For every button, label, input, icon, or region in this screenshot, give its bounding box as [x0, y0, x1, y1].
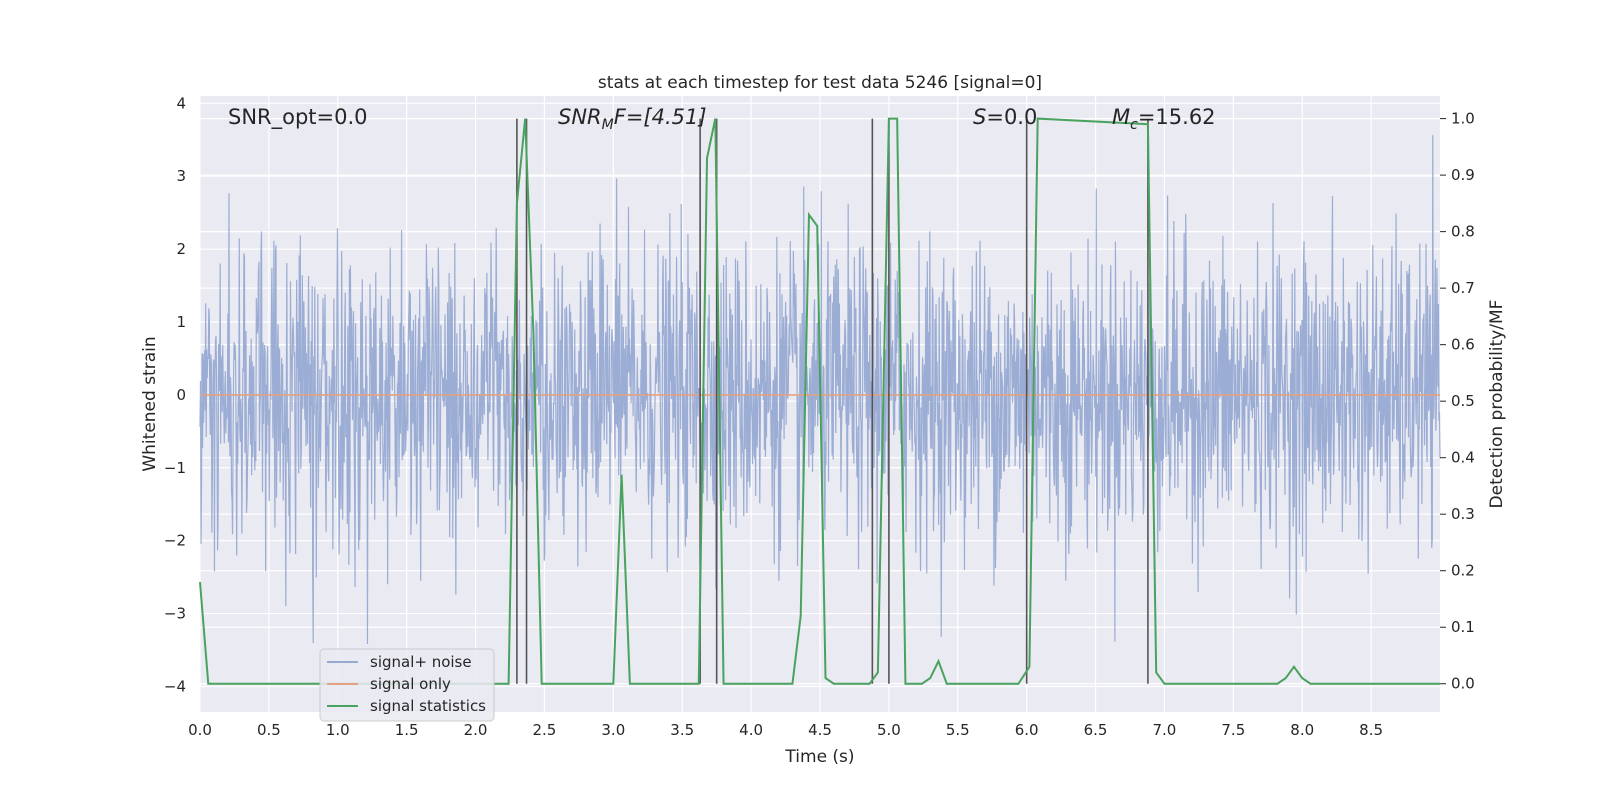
- y-tick-label-right: 0.3: [1451, 505, 1475, 523]
- y-tick-label-right: 0.1: [1451, 618, 1475, 636]
- x-tick-label: 5.5: [946, 721, 970, 739]
- y-axis-label-left: Whitened strain: [140, 336, 160, 471]
- y-tick-label-right: 0.2: [1451, 562, 1475, 580]
- x-tick-label: 3.5: [670, 721, 694, 739]
- chart-title: stats at each timestep for test data 524…: [598, 73, 1042, 93]
- y-tick-label-left: −4: [164, 677, 186, 695]
- x-tick-label: 8.5: [1359, 721, 1383, 739]
- x-tick-label: 7.5: [1221, 721, 1245, 739]
- x-tick-label: 7.0: [1153, 721, 1177, 739]
- legend: signal+ noise signal only signal statist…: [319, 648, 495, 722]
- annotation-snr-mf-rest: F=[4.51]: [614, 105, 707, 129]
- x-tick-label: 1.0: [326, 721, 350, 739]
- y-tick-label-left: 1: [176, 313, 186, 331]
- x-tick-label: 2.5: [533, 721, 557, 739]
- annotation-snr-mf: SNRMF=[4.51]: [558, 105, 707, 133]
- y-tick-label-right: 0.8: [1451, 223, 1475, 241]
- data-layer: [199, 117, 1441, 685]
- x-tick-label: 8.0: [1290, 721, 1314, 739]
- x-tick-label: 6.0: [1015, 721, 1039, 739]
- x-tick-label: 4.0: [739, 721, 763, 739]
- y-tick-label-right: 0.7: [1451, 279, 1475, 297]
- y-tick-label-left: −3: [164, 605, 186, 623]
- y-tick-label-left: −1: [164, 459, 186, 477]
- x-tick-label: 2.0: [464, 721, 488, 739]
- y-tick-label-left: 4: [176, 94, 186, 112]
- annotation-snr-opt: SNR_opt=0.0: [228, 105, 368, 130]
- x-tick-label: 3.0: [601, 721, 625, 739]
- x-tick-label: 5.0: [877, 721, 901, 739]
- annotation-mc-base: M: [1112, 105, 1130, 129]
- annotation-mc: Mc=15.62: [1112, 105, 1216, 133]
- annotation-mc-rest: =15.62: [1138, 105, 1216, 129]
- y-tick-label-left: 0: [176, 386, 186, 404]
- y-tick-label-left: 2: [176, 240, 186, 258]
- x-tick-label: 4.5: [808, 721, 832, 739]
- x-tick-label: 0.5: [257, 721, 281, 739]
- annotation-mc-sub: c: [1130, 117, 1138, 133]
- x-tick-label: 0.0: [188, 721, 212, 739]
- y-tick-label-right: 0.4: [1451, 449, 1475, 467]
- x-tick-label: 1.5: [395, 721, 419, 739]
- x-axis-label: Time (s): [784, 747, 854, 767]
- annotation-s-rest: =0.0: [986, 105, 1037, 129]
- y-tick-label-right: 0.5: [1451, 392, 1475, 410]
- tick-labels: 0.0 0.5 1.0 1.5 2.0 2.5 3.0 3.5 4.0 4.5 5.0 5.5 6.0 6…: [164, 94, 1475, 739]
- legend-label-signal-noise: signal+ noise: [370, 653, 472, 671]
- y-tick-label-right: 0.0: [1451, 675, 1475, 693]
- y-tick-label-left: −2: [164, 532, 186, 550]
- annotation-snr-mf-base: SNR: [558, 105, 602, 129]
- y-tick-label-left: 3: [176, 167, 186, 185]
- y-tick-label-right: 1.0: [1451, 110, 1475, 128]
- x-tick-label: 6.5: [1084, 721, 1108, 739]
- legend-box: [319, 648, 495, 722]
- series-signal-statistics: [199, 117, 1440, 685]
- legend-label-signal-only: signal only: [370, 675, 451, 693]
- y-tick-label-right: 0.9: [1451, 166, 1475, 184]
- y-tick-label-right: 0.6: [1451, 336, 1475, 354]
- annotation-s: S=0.0: [973, 105, 1037, 129]
- annotation-snr-mf-sub: M: [602, 117, 614, 133]
- annotation-s-base: S: [973, 105, 986, 129]
- y-axis-label-right: Detection probability/MF: [1487, 300, 1507, 509]
- legend-label-signal-statistics: signal statistics: [370, 697, 486, 715]
